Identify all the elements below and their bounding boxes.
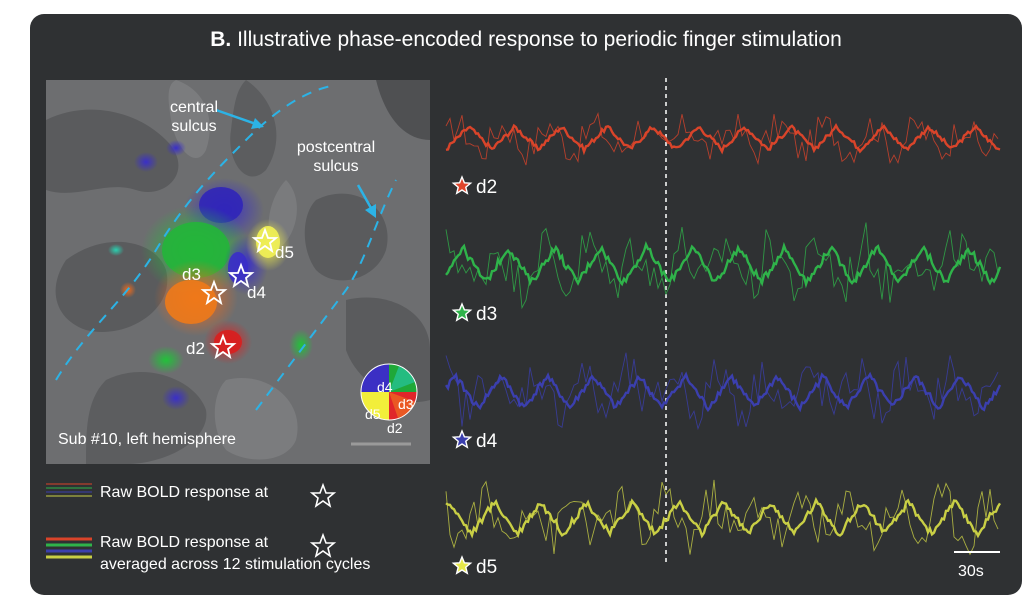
brain-flatmap: central sulcus postcentral sulcus Sub #1… xyxy=(46,80,430,464)
map-label-d5: d5 xyxy=(275,243,294,262)
legend: Raw BOLD response at Raw BOLD response a… xyxy=(44,476,444,586)
title-text: Illustrative phase-encoded response to p… xyxy=(237,28,842,51)
wheel-label-d4: d4 xyxy=(377,379,393,395)
trace-label-d2: d2 xyxy=(476,177,497,198)
scale-bar-label: 30s xyxy=(958,563,984,580)
star-icon-d5 xyxy=(251,227,279,254)
star-icon-d2 xyxy=(209,333,237,360)
central-label-line1: central xyxy=(170,99,218,116)
legend-raw-label: Raw BOLD response at xyxy=(100,484,269,501)
star-icon-trace-d5 xyxy=(451,555,473,575)
trace-label-d5: d5 xyxy=(476,557,497,578)
star-icon-d4 xyxy=(227,262,255,289)
trace-label-d3: d3 xyxy=(476,304,497,325)
avg-trace-d5 xyxy=(445,496,1002,539)
avg-trace-d4 xyxy=(444,371,1002,413)
legend-avg-label-2: averaged across 12 stimulation cycles xyxy=(100,556,371,573)
trace-label-d4: d4 xyxy=(476,431,498,452)
avg-trace-d3 xyxy=(445,241,1002,289)
panel-letter: B. xyxy=(210,28,232,51)
map-label-d2: d2 xyxy=(186,339,205,358)
legend-swatches xyxy=(46,482,337,559)
star-icon-trace-d4 xyxy=(451,429,473,449)
figure-title: B. Illustrative phase-encoded response t… xyxy=(30,28,1022,52)
map-label-d3: d3 xyxy=(182,265,201,284)
subject-label: Sub #10, left hemisphere xyxy=(58,431,236,448)
bold-traces: d2 d3 d4 d5 xyxy=(444,78,1002,578)
wheel-label-d5: d5 xyxy=(365,406,381,422)
legend-star-icon-2 xyxy=(309,532,337,558)
central-label-line2: sulcus xyxy=(171,118,216,135)
star-icon-trace-d2 xyxy=(451,175,473,195)
postcentral-label-line2: sulcus xyxy=(313,158,358,175)
postcentral-label-line1: postcentral xyxy=(297,139,375,156)
wheel-label-d2: d2 xyxy=(387,420,403,436)
raw-trace-d3 xyxy=(445,222,999,310)
raw-trace-d2 xyxy=(445,112,999,166)
star-icon-d3 xyxy=(200,279,228,306)
wheel-label-d3: d3 xyxy=(398,396,414,412)
map-label-d4: d4 xyxy=(247,283,266,302)
star-icon-trace-d3 xyxy=(451,302,473,322)
legend-avg-label-1: Raw BOLD response at xyxy=(100,534,269,551)
avg-trace-d2 xyxy=(445,123,1001,156)
legend-star-icon-1 xyxy=(309,482,337,508)
phase-color-wheel xyxy=(360,363,418,421)
